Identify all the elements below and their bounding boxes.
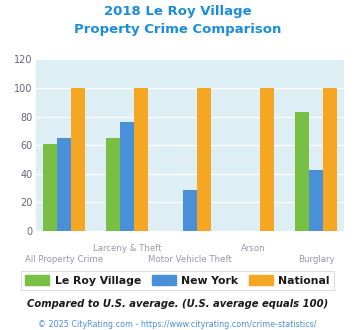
Text: Arson: Arson <box>241 244 265 253</box>
Text: 2018 Le Roy Village: 2018 Le Roy Village <box>104 5 251 18</box>
Bar <box>295 112 309 231</box>
Bar <box>71 88 84 231</box>
Legend: Le Roy Village, New York, National: Le Roy Village, New York, National <box>21 271 334 290</box>
Text: © 2025 CityRating.com - https://www.cityrating.com/crime-statistics/: © 2025 CityRating.com - https://www.city… <box>38 320 317 329</box>
Text: Motor Vehicle Theft: Motor Vehicle Theft <box>148 255 232 264</box>
Text: Compared to U.S. average. (U.S. average equals 100): Compared to U.S. average. (U.S. average … <box>27 299 328 309</box>
Bar <box>309 170 323 231</box>
Text: Larceny & Theft: Larceny & Theft <box>93 244 161 253</box>
Text: All Property Crime: All Property Crime <box>25 255 103 264</box>
Bar <box>134 88 148 231</box>
Bar <box>323 88 337 231</box>
Text: Property Crime Comparison: Property Crime Comparison <box>74 23 281 36</box>
Bar <box>106 138 120 231</box>
Bar <box>197 88 211 231</box>
Text: Burglary: Burglary <box>298 255 334 264</box>
Bar <box>43 144 57 231</box>
Bar <box>183 189 197 231</box>
Bar <box>57 138 71 231</box>
Bar <box>260 88 274 231</box>
Bar <box>120 122 134 231</box>
